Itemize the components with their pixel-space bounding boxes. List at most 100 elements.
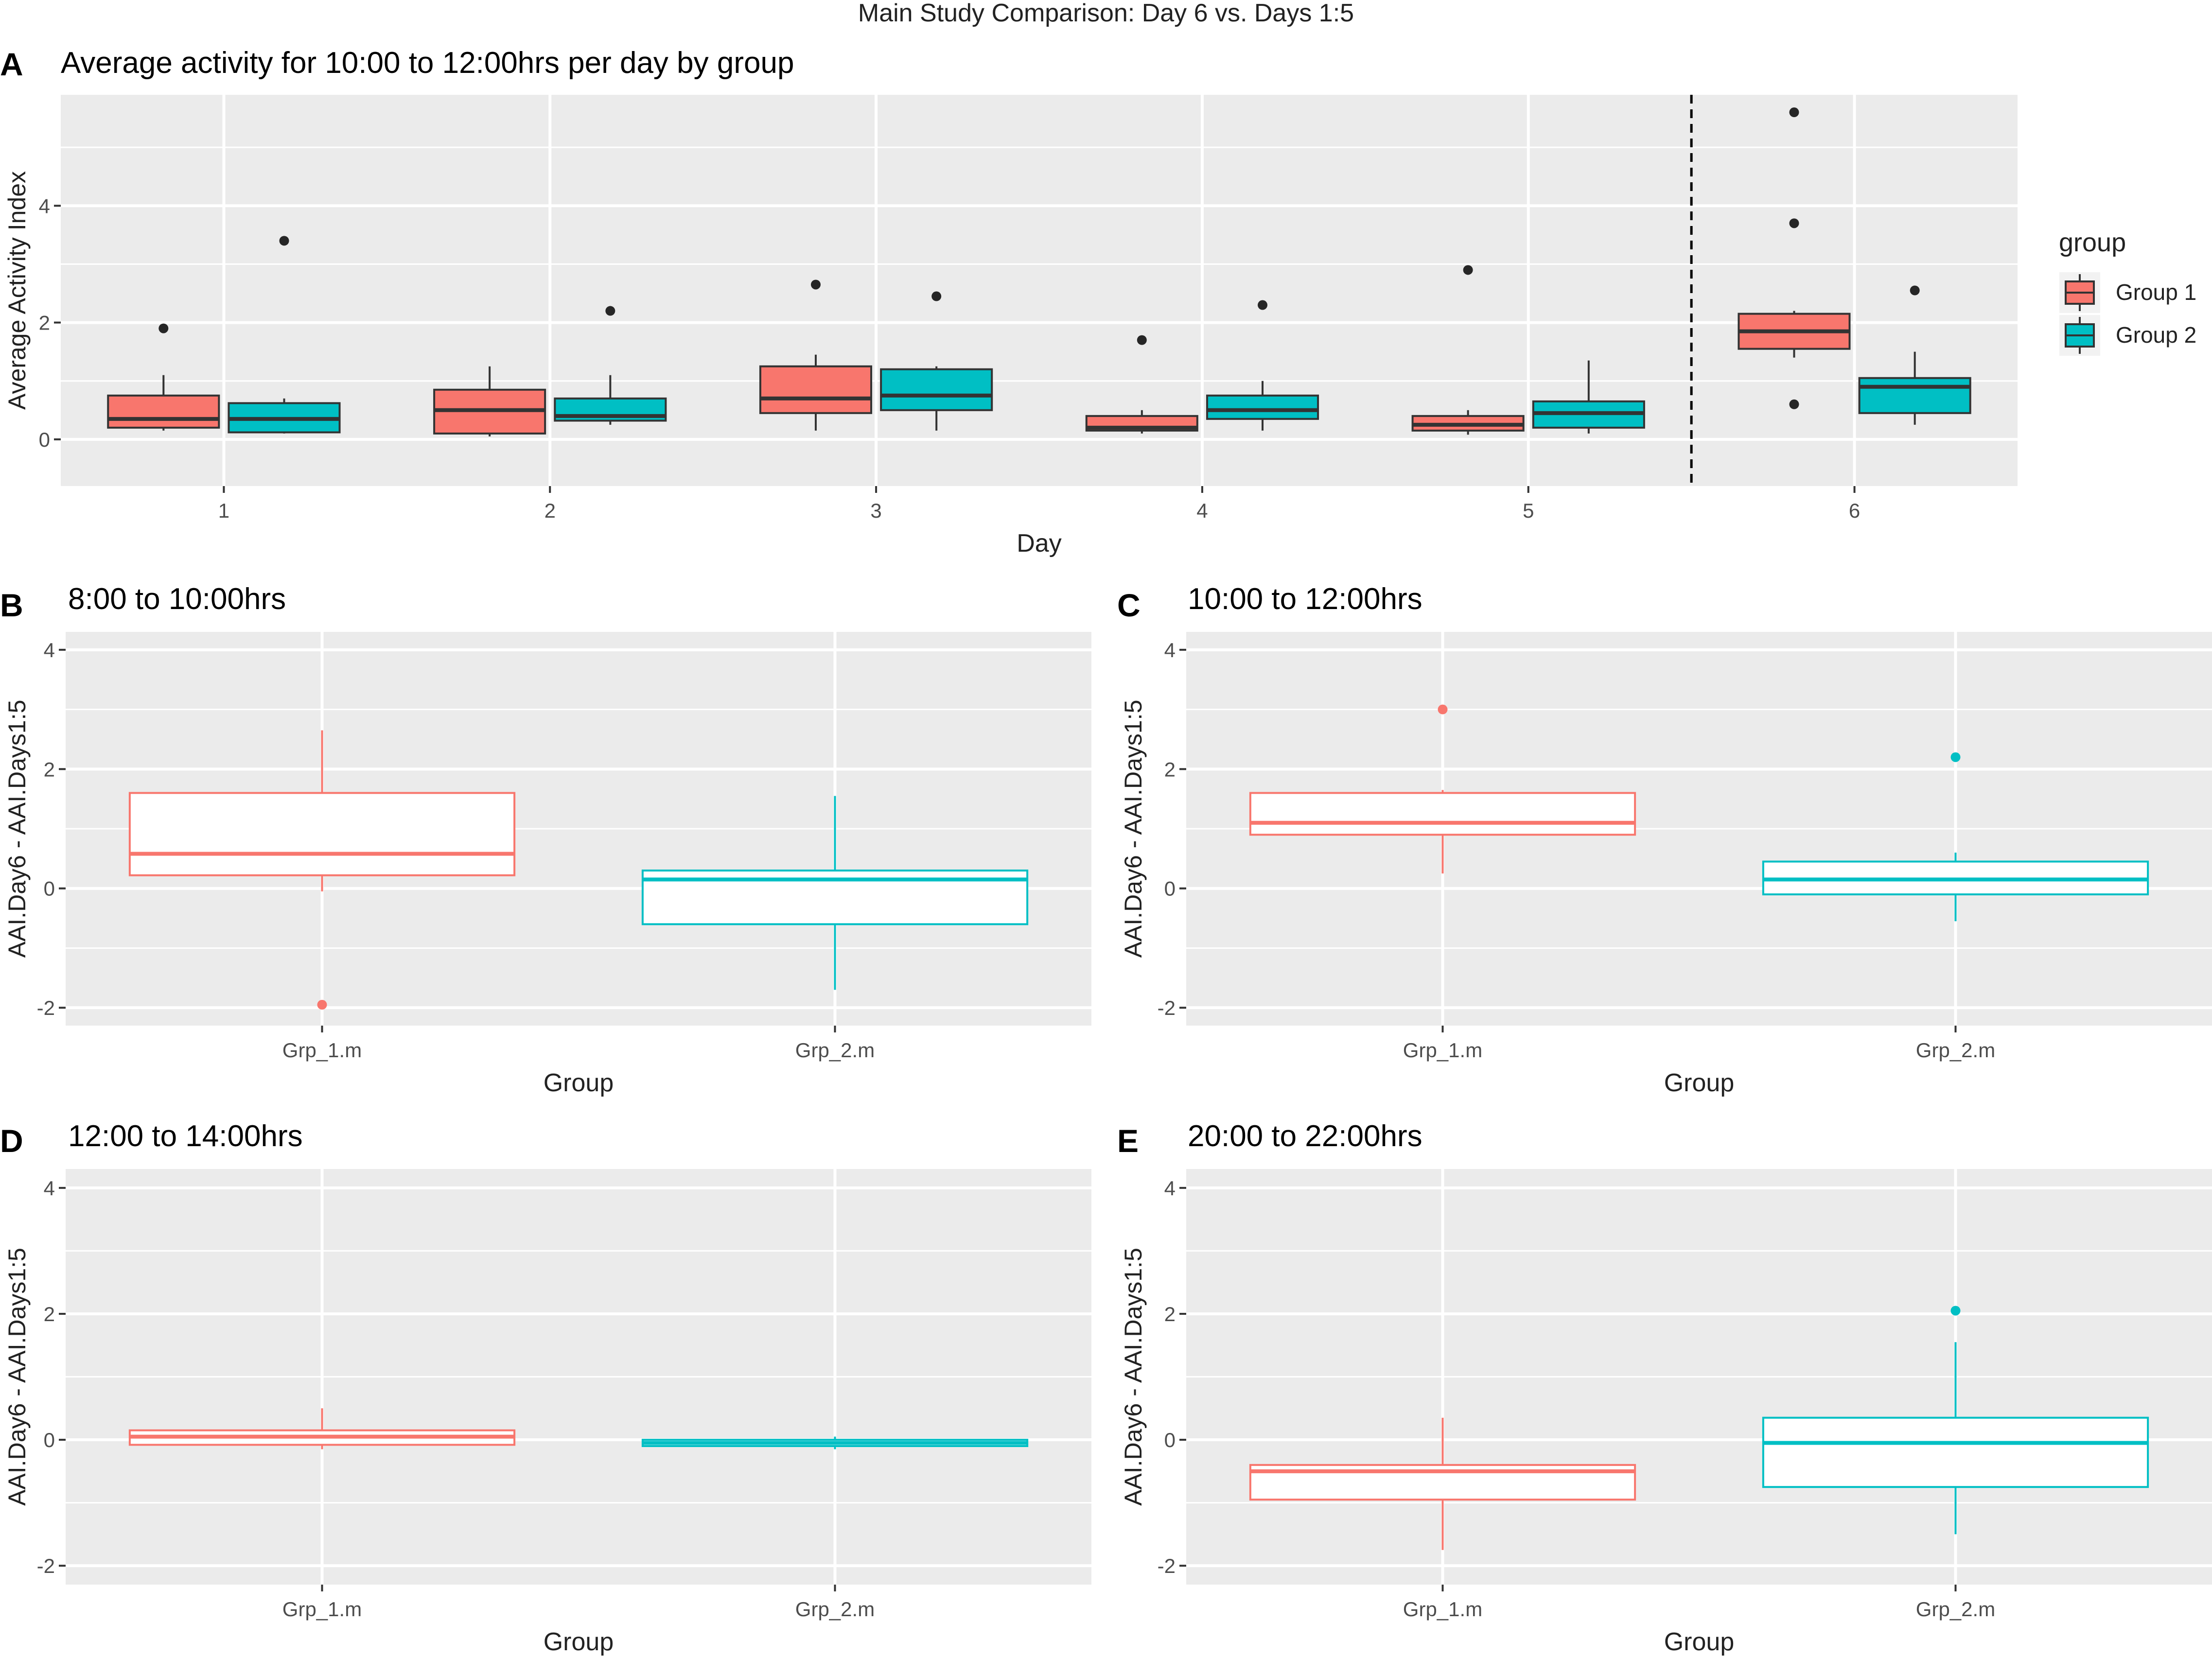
box-group-2-5 xyxy=(1532,360,1645,434)
outlier-point xyxy=(1463,265,1473,275)
box-group-1-grp_1.m xyxy=(1249,1417,1636,1550)
y-tick-label: -2 xyxy=(37,996,55,1019)
x-axis-label: Group xyxy=(544,1069,614,1097)
outlier-point xyxy=(605,306,615,316)
outlier-point xyxy=(279,236,289,246)
y-tick-label: 2 xyxy=(44,1303,55,1326)
panel-b: -2 0 2 4 Grp_1.m Grp_2.m B 8:00 to 10:00hrs Grou… xyxy=(0,582,1091,1097)
box-group-1-1 xyxy=(107,323,220,431)
panel-label: C xyxy=(1117,587,1141,623)
y-tick-label: 4 xyxy=(44,1177,55,1200)
panel-a: 0 2 4 1 2 3 4 5 6 A Average activity for 10:00 to … xyxy=(0,46,2196,558)
y-tick-label: 4 xyxy=(1164,639,1176,662)
box-body xyxy=(880,368,993,411)
y-tick-label: 0 xyxy=(39,428,50,451)
y-tick-label: 4 xyxy=(1164,1177,1176,1200)
y-axis-label: AAI.Day6 - AAI.Days1:5 xyxy=(3,700,31,958)
x-tick-label: Grp_2.m xyxy=(795,1598,875,1621)
x-tick-label: Grp_1.m xyxy=(282,1039,362,1062)
panel-title: 10:00 to 12:00hrs xyxy=(1188,582,1422,616)
outlier-point xyxy=(1258,300,1268,310)
box-group-2-grp_2.m xyxy=(641,1436,1029,1449)
box-group-2-grp_2.m xyxy=(1762,1306,2149,1535)
x-tick-label: 6 xyxy=(1849,499,1860,522)
x-tick-label: Grp_2.m xyxy=(795,1039,875,1062)
x-tick-label: 4 xyxy=(1196,499,1208,522)
box-group-1-5 xyxy=(1411,265,1525,435)
box-group-1-grp_1.m xyxy=(1249,704,1636,874)
x-tick-label: 3 xyxy=(870,499,881,522)
outlier-point xyxy=(1910,285,1920,296)
box-body xyxy=(1762,1416,2149,1488)
legend-entry-label: Group 1 xyxy=(2116,279,2196,305)
x-axis-label: Group xyxy=(1664,1628,1735,1656)
box-body xyxy=(1858,377,1971,414)
outlier-point xyxy=(1789,399,1799,409)
y-tick-label: 2 xyxy=(39,312,50,334)
x-tick-label: Grp_1.m xyxy=(282,1598,362,1621)
x-tick-label: 1 xyxy=(218,499,229,522)
y-axis-label: AAI.Day6 - AAI.Days1:5 xyxy=(1120,1248,1147,1506)
y-tick-label: -2 xyxy=(1158,996,1176,1019)
box-group-2-1 xyxy=(228,236,341,434)
y-tick-label: -2 xyxy=(1158,1554,1176,1577)
box-group-2-6 xyxy=(1858,285,1971,425)
x-axis-label: Day xyxy=(1017,529,1061,558)
y-tick-label: 0 xyxy=(1164,877,1176,900)
box-body xyxy=(107,394,220,429)
y-tick-label: 2 xyxy=(1164,758,1176,781)
box-group-1-6 xyxy=(1738,107,1851,409)
outlier-point xyxy=(1438,704,1448,715)
outlier-point xyxy=(1950,1306,1961,1316)
x-tick-label: 2 xyxy=(544,499,556,522)
outlier-point xyxy=(1789,107,1799,118)
outlier-point xyxy=(931,291,942,301)
box-group-2-4 xyxy=(1206,300,1319,431)
panel-d: -2 0 2 4 Grp_1.m Grp_2.m D 12:00 to 14:00hrs Gro… xyxy=(0,1119,1091,1656)
y-tick-label: 2 xyxy=(1164,1303,1176,1326)
outlier-point xyxy=(317,1000,327,1010)
legend-entry-label: Group 2 xyxy=(2116,322,2196,348)
panel-c: -2 0 2 4 Grp_1.m Grp_2.m C 10:00 to 12:00hrs Gro… xyxy=(1117,582,2212,1097)
box-group-2-grp_2.m xyxy=(641,796,1029,990)
y-tick-label: -2 xyxy=(37,1554,55,1577)
y-tick-label: 0 xyxy=(44,877,55,900)
legend-title: group xyxy=(2059,228,2126,257)
box-group-1-4 xyxy=(1085,335,1198,434)
box-body xyxy=(1249,792,1636,836)
panel-title: 8:00 to 10:00hrs xyxy=(68,582,286,616)
outlier-point xyxy=(1137,335,1147,345)
x-tick-label: Grp_1.m xyxy=(1403,1598,1482,1621)
y-tick-label: 4 xyxy=(39,194,50,217)
panel-label: D xyxy=(0,1123,23,1159)
panel-title: Average activity for 10:00 to 12:00hrs p… xyxy=(61,46,794,80)
outlier-point xyxy=(810,279,821,290)
box-group-2-grp_2.m xyxy=(1762,752,2149,922)
panel-label: A xyxy=(0,46,23,82)
y-axis-label: AAI.Day6 - AAI.Days1:5 xyxy=(3,1248,31,1506)
y-tick-label: 4 xyxy=(44,639,55,662)
box-body xyxy=(759,365,873,414)
x-axis-label: Group xyxy=(544,1628,614,1656)
box-group-1-2 xyxy=(433,366,546,436)
panel-title: 12:00 to 14:00hrs xyxy=(68,1119,303,1153)
box-group-1-3 xyxy=(759,279,873,431)
y-tick-label: 2 xyxy=(44,758,55,781)
box-body xyxy=(1206,394,1319,420)
x-tick-label: 5 xyxy=(1523,499,1534,522)
panel-background xyxy=(61,95,2018,486)
panel-label: E xyxy=(1117,1123,1139,1159)
plots-layer: 0 2 4 1 2 3 4 5 6 A Average activity for 10:00 to … xyxy=(0,46,2212,1656)
y-axis-label: Average Activity Index xyxy=(3,171,31,410)
y-tick-label: 0 xyxy=(44,1429,55,1451)
outlier-point xyxy=(158,323,169,333)
box-group-1-grp_1.m xyxy=(128,1408,516,1449)
box-group-1-grp_1.m xyxy=(128,730,516,1010)
legend: group Group 1 Group 2 xyxy=(2059,228,2196,356)
box-group-2-2 xyxy=(554,306,667,425)
outlier-point xyxy=(1789,218,1799,228)
panel-title: 20:00 to 22:00hrs xyxy=(1188,1119,1422,1153)
y-tick-label: 0 xyxy=(1164,1429,1176,1451)
panel-e: -2 0 2 4 Grp_1.m Grp_2.m E 20:00 to 22:00hrs Gro… xyxy=(1117,1119,2212,1656)
